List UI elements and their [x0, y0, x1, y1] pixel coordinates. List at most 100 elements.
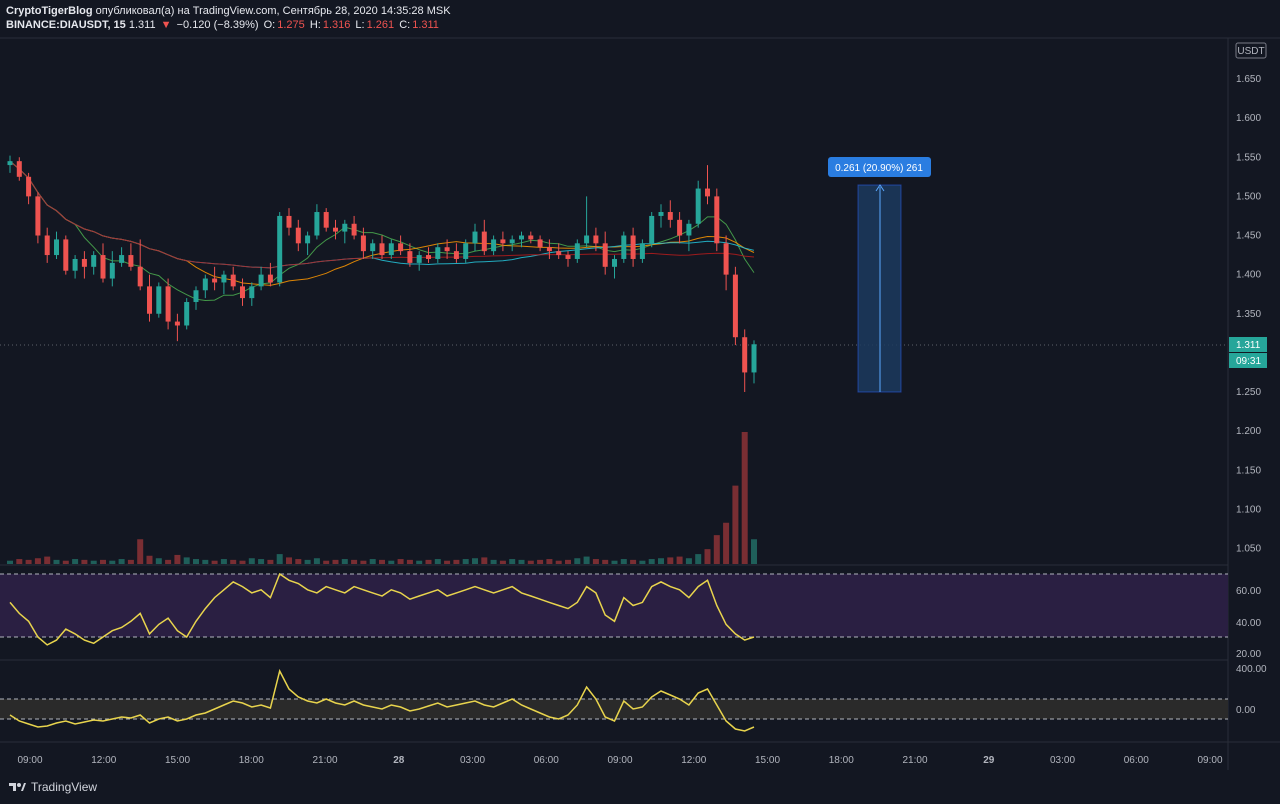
candle-body — [612, 258, 617, 267]
candle-body — [137, 266, 143, 287]
time-tick: 12:00 — [681, 755, 706, 766]
candle-body — [72, 258, 78, 271]
candle-body — [714, 196, 720, 244]
currency-box[interactable] — [1235, 42, 1267, 59]
volume-bar — [565, 559, 571, 564]
volume-bar — [546, 559, 553, 564]
volume-bars — [7, 432, 757, 564]
candle-body — [751, 344, 757, 373]
price-tick: 1.500 — [1236, 191, 1261, 202]
volume-bar — [611, 560, 618, 564]
candle-body — [174, 321, 180, 326]
volume-bar — [527, 560, 534, 564]
volume-bar — [741, 432, 748, 564]
volume-bar — [332, 559, 339, 564]
candle-body — [602, 243, 608, 267]
author-name[interactable]: CryptoTigerBlog — [6, 5, 93, 17]
time-tick: 21:00 — [312, 755, 337, 766]
volume-bar — [276, 554, 283, 564]
candlesticks[interactable] — [7, 155, 757, 392]
volume-bar — [630, 559, 637, 564]
volume-bar — [220, 559, 227, 564]
candle-body — [221, 274, 227, 283]
volume-bar — [592, 559, 599, 564]
price-change: −0.120 (−8.39%) — [176, 19, 259, 31]
rsi-line — [9, 572, 755, 646]
tradingview-logo[interactable]: TradingView — [8, 780, 97, 794]
volume-bar — [34, 558, 41, 564]
time-tick: 29 — [983, 755, 995, 766]
open-label: O: — [263, 19, 276, 31]
candle-body — [407, 251, 413, 263]
candle-body — [323, 212, 329, 228]
candle-body — [416, 255, 422, 263]
price-tick: 1.350 — [1236, 309, 1261, 320]
candle-body — [463, 243, 469, 259]
measure-label-box — [828, 157, 931, 177]
price-tick: 1.450 — [1236, 231, 1261, 242]
volume-bar — [286, 557, 292, 564]
volume-bar — [202, 559, 209, 564]
candle-body — [695, 188, 701, 224]
low-label: L: — [355, 19, 365, 31]
time-tick: 15:00 — [755, 755, 780, 766]
candle-body — [54, 239, 59, 256]
candle-body — [481, 231, 487, 252]
volume-bar — [574, 558, 581, 564]
measure-arrow-icon — [875, 184, 885, 192]
volume-bar — [453, 559, 460, 564]
countdown-tag — [1229, 353, 1267, 368]
candle-body — [426, 255, 431, 259]
time-tick: 03:00 — [1050, 755, 1075, 766]
candle-body — [584, 235, 590, 244]
volume-bar — [323, 560, 330, 564]
volume-bar — [518, 559, 525, 564]
candle-body — [537, 239, 543, 248]
candle-body — [360, 235, 366, 252]
volume-bar — [109, 560, 116, 564]
volume-bar — [165, 559, 172, 564]
volume-bar — [685, 558, 692, 564]
time-tick: 09:00 — [17, 755, 42, 766]
volume-bar — [379, 559, 385, 564]
candle-body — [35, 196, 41, 236]
candle-body — [184, 302, 190, 326]
volume-bar — [620, 559, 627, 564]
price-tick: 1.550 — [1236, 152, 1261, 163]
candle-body — [453, 251, 459, 259]
time-tick: 06:00 — [1124, 755, 1149, 766]
candle-body — [240, 286, 245, 299]
time-axis[interactable]: 09:00 12:00 15:00 18:00 21:00 28 03:00 06:00 09:… — [17, 755, 1222, 766]
candle-body — [258, 274, 264, 287]
volume-bar — [146, 555, 153, 564]
volume-bar — [351, 559, 358, 564]
volume-bar — [462, 559, 469, 564]
candle-body — [509, 239, 515, 244]
candle-body — [574, 243, 580, 259]
candle-body — [333, 227, 338, 232]
chart-header: CryptoTigerBlog опубликовал(а) на Tradin… — [6, 4, 451, 32]
candle-body — [193, 290, 199, 303]
time-tick: 12:00 — [91, 755, 116, 766]
candle-body — [491, 239, 497, 252]
cci-tick: 400.00 — [1236, 664, 1267, 675]
candle-body — [314, 212, 320, 236]
volume-bar — [118, 559, 125, 564]
volume-bar — [397, 559, 404, 564]
rsi-tick: 60.00 — [1236, 586, 1261, 597]
published-text: опубликовал(а) на TradingView.com, Сентя… — [95, 5, 451, 17]
volume-bar — [434, 559, 441, 564]
candle-body — [621, 235, 627, 259]
candle-body — [667, 212, 673, 220]
candle-body — [44, 235, 50, 256]
candle-body — [388, 243, 394, 256]
candle-body — [435, 247, 441, 259]
candle-body — [305, 235, 311, 244]
candle-body — [100, 255, 106, 279]
candle-body — [686, 223, 692, 236]
measure-label: 0.261 (20.90%) 261 — [835, 163, 923, 174]
price-axis[interactable]: 1.650 1.600 1.550 1.500 1.450 1.400 1.350 1.250… — [1236, 74, 1261, 555]
volume-bar — [732, 485, 739, 564]
time-tick: 09:00 — [607, 755, 632, 766]
